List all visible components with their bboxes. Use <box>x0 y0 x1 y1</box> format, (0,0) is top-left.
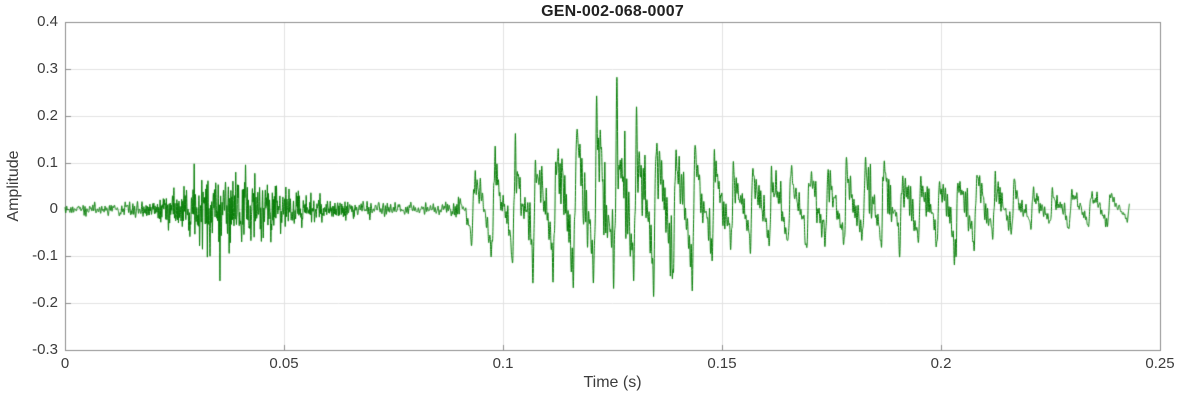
x-tick-label: 0.1 <box>492 355 514 372</box>
chart-title: GEN-002-068-0007 <box>541 3 684 20</box>
x-tick-label: 0.25 <box>1145 355 1175 372</box>
x-tick-label: 0 <box>60 355 70 372</box>
y-tick-label: 0 <box>49 200 58 218</box>
y-tick-label: -0.3 <box>32 341 58 358</box>
y-tick-label: 0.1 <box>37 153 58 171</box>
y-tick-label: -0.2 <box>32 294 58 312</box>
x-axis-label: Time (s) <box>583 374 642 391</box>
y-tick-label: -0.1 <box>32 247 58 265</box>
y-tick-label: 0.4 <box>37 13 58 30</box>
x-tick-label: 0.15 <box>707 355 737 372</box>
x-tick-label: 0.05 <box>269 355 299 372</box>
x-tick-label: 0.2 <box>930 355 952 372</box>
y-tick-label: 0.2 <box>37 106 58 124</box>
y-tick-label: 0.3 <box>37 59 58 77</box>
